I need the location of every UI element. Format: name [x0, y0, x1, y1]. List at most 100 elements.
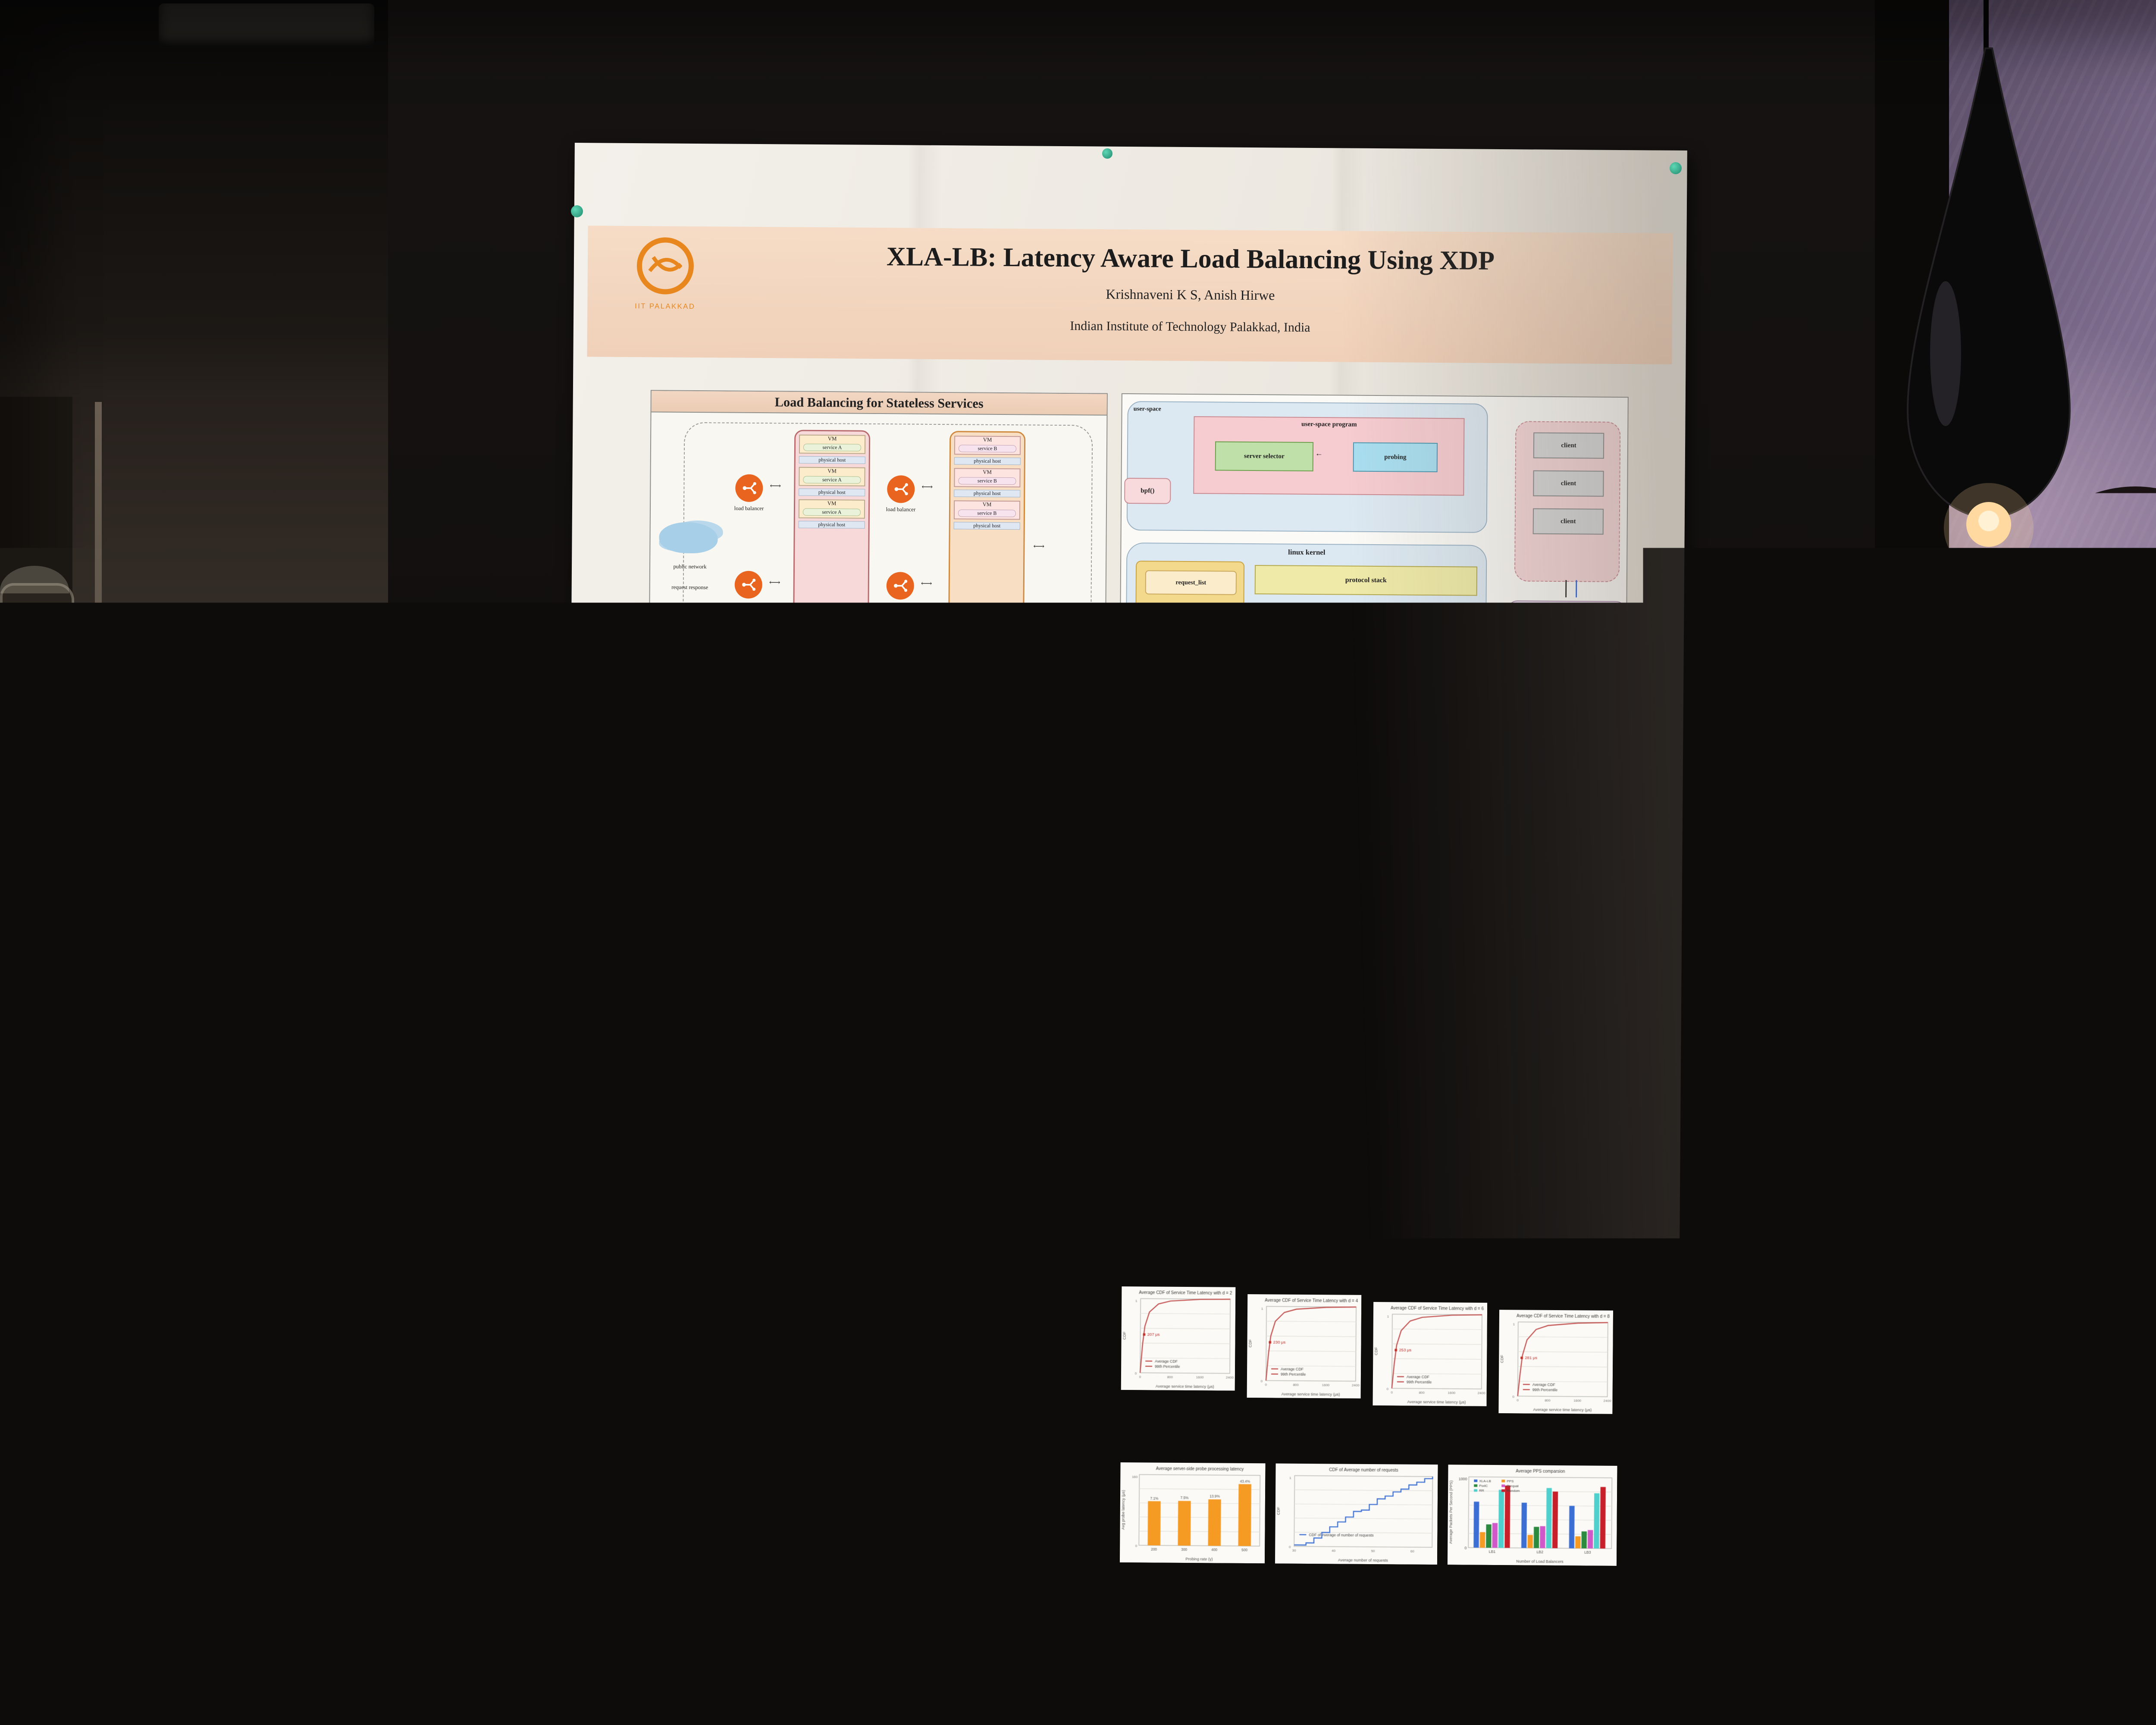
- arrow-black: ⟶: [1167, 781, 1176, 788]
- iit-palakkad-logo-caption: IIT PALAKKAD: [611, 302, 718, 311]
- step-marker-1: 1: [667, 1623, 678, 1634]
- pushpin: [1099, 1716, 1111, 1725]
- step-marker-6: 6: [822, 1610, 834, 1621]
- arrow-blue: ⟶: [1172, 789, 1181, 796]
- node-server-selector: server selector: [817, 1413, 929, 1436]
- step-marker-c: c: [927, 1445, 937, 1455]
- red-dot-icon: [658, 1389, 667, 1397]
- bullet: PodC LB: randomly probe d ≥ 2 servers an…: [666, 824, 1099, 839]
- section-architecture-diagram: user-space user-space program server sel…: [1119, 393, 1629, 812]
- legend-probe-response: probe response ⟶: [1190, 789, 1240, 797]
- cloud-label-1: public network: [655, 563, 724, 570]
- pendant-lamp: [1877, 0, 2101, 595]
- probe-overhead-bar-chart: [1119, 1462, 1266, 1564]
- diagram-outline: [682, 422, 1093, 668]
- arrow: ⟷: [921, 579, 932, 588]
- load-balancer-icon: [735, 571, 762, 599]
- physical-host-chip: physical host: [954, 489, 1020, 497]
- service-b-chip: service B: [958, 509, 1016, 517]
- physical-host-chip: physical host: [954, 522, 1020, 530]
- section-header: Load Balancing for Stateless Services: [652, 391, 1107, 416]
- vm-card: VM service A: [799, 467, 865, 486]
- iit-palakkad-logo-icon: [636, 236, 695, 295]
- pushpin: [571, 205, 583, 217]
- pushpin: [1670, 162, 1682, 174]
- step-marker-a: a: [696, 1440, 706, 1450]
- poster-authors: Krishnaveni K S, Anish Hirwe: [743, 284, 1638, 306]
- vm-card: VM service B: [954, 468, 1020, 487]
- ceiling-vent: [159, 3, 374, 48]
- section-evaluation: Evaluation Graphs showing CDF of the Ave…: [1113, 1230, 1623, 1573]
- bullet: Stateless services process each request …: [674, 678, 1100, 706]
- bullet: Advantages: reduces protocol stack overh…: [664, 1084, 1097, 1099]
- step-marker-9: 9: [726, 1627, 737, 1638]
- step-marker-e: e: [1012, 1521, 1023, 1532]
- cdf-plot-d6: [1373, 1302, 1488, 1407]
- service-b-chip: service B: [958, 477, 1016, 485]
- node-servers: servers: [988, 1580, 1065, 1610]
- sanitizer-pump: [172, 742, 235, 766]
- section-header: eXpress Data Path (XDP): [647, 1026, 1102, 1051]
- lb-label: load balancer: [718, 505, 780, 512]
- lb-label: load balancer: [870, 506, 932, 513]
- physical-host-chip: physical host: [799, 489, 865, 496]
- glass-jar: [0, 583, 74, 968]
- edge-label: response: [836, 1613, 856, 1620]
- cdf-plots-row: [1120, 1286, 1618, 1414]
- service-a-chip: service A: [803, 444, 861, 452]
- arrow-green: ⟶: [1229, 782, 1238, 789]
- xdp-bullets: extended Berkeley Packet Filter (eBPF): …: [646, 1052, 1102, 1100]
- section-stateless-services: Load Balancing for Stateless Services pu…: [648, 390, 1107, 795]
- section-header: Objective: [646, 1243, 1101, 1268]
- sanitizer-nozzle: [159, 749, 179, 761]
- bullet: XDP: runs eBPF programs at the device dr…: [664, 1068, 1097, 1083]
- poster-header: IIT PALAKKAD XLA-LB: Latency Aware Load …: [587, 226, 1673, 364]
- node-probing: probing: [989, 1487, 1063, 1512]
- arrow-red: ⟶: [1231, 790, 1240, 797]
- tv-screen: [95, 673, 254, 794]
- vm-card: VM service A: [799, 499, 865, 519]
- cdf-plot-d4: [1247, 1294, 1362, 1399]
- bullet: Constrained programming model of the eBP…: [681, 1120, 1084, 1135]
- lamp-shade: [1908, 48, 2070, 518]
- host-stack-a: VM service A physical host VM service A …: [793, 430, 871, 658]
- objective-text: To implement an adaptive, distributed lo…: [645, 1265, 1101, 1302]
- edge-label: forward request: [836, 1591, 871, 1598]
- lamp-gloss: [1930, 281, 1961, 426]
- lb-label: load balancer: [869, 603, 931, 610]
- pps-comparison-chart: [1447, 1464, 1618, 1566]
- physical-host-chip: physical host: [954, 457, 1021, 465]
- poster-left-column: Load Balancing for Stateless Services pu…: [642, 390, 1108, 1650]
- legend-label: workflow steps in probing/server selecto…: [668, 1389, 787, 1397]
- legend-label: workflow steps in XDP packet forwarder m…: [669, 1379, 786, 1386]
- section-header: Power of d choice (PodC) LB: [649, 798, 1104, 823]
- xdp-challenges-box: Implementation challenges of XDP LB: Con…: [655, 1101, 1094, 1159]
- section-header: References: [1114, 1576, 1619, 1601]
- bullet: Replicas act as clients or servers.: [673, 723, 1099, 738]
- legend-server-response: server response ⟶: [1130, 789, 1181, 796]
- arrow: ⟷: [1033, 542, 1044, 551]
- vm-card: VM service B: [954, 500, 1020, 520]
- edge-label: response: [740, 1630, 759, 1637]
- xlalb-flow-diagram: server selector eBPF maps probing XDP pa…: [650, 1405, 1093, 1646]
- section-xdp: eXpress Data Path (XDP) extended Berkele…: [645, 1025, 1103, 1240]
- cdf-plot-d2: [1121, 1286, 1236, 1391]
- edge-label: probe response: [837, 1568, 870, 1575]
- legend-client-request: client request ⟶: [1130, 781, 1176, 788]
- step-marker-d: d: [816, 1517, 827, 1527]
- requests-cdf-chart: [1275, 1463, 1438, 1565]
- bullet: Server load: queue length: pending reque…: [665, 841, 1098, 868]
- arm-shadow: [1440, 780, 1871, 1073]
- bullet: Stateless services are deployed as multi…: [674, 706, 1100, 721]
- cloud-label-2: request response: [655, 584, 724, 591]
- green-dot-icon: [658, 1377, 668, 1387]
- section-xlalb-design: XDP Latency-Aware Load Balancer (XLA-LB)…: [642, 1342, 1101, 1652]
- legend-probe-request: probe request ⟶: [1191, 781, 1238, 789]
- conference-photo-scene: IIT PALAKKAD XLA-LB: Latency Aware Load …: [0, 0, 2156, 1725]
- vm-card: VM service B: [954, 436, 1021, 455]
- design-legend: workflow steps in XDP packet forwarder m…: [658, 1377, 787, 1398]
- load-balancer-icon: [887, 475, 915, 503]
- lamp-filament: [1978, 511, 1999, 531]
- node-xdp-forwarder: XDP packet forwarder: [671, 1561, 771, 1603]
- section-header: XDP Latency-Aware Load Balancer (XLA-LB)…: [645, 1343, 1100, 1367]
